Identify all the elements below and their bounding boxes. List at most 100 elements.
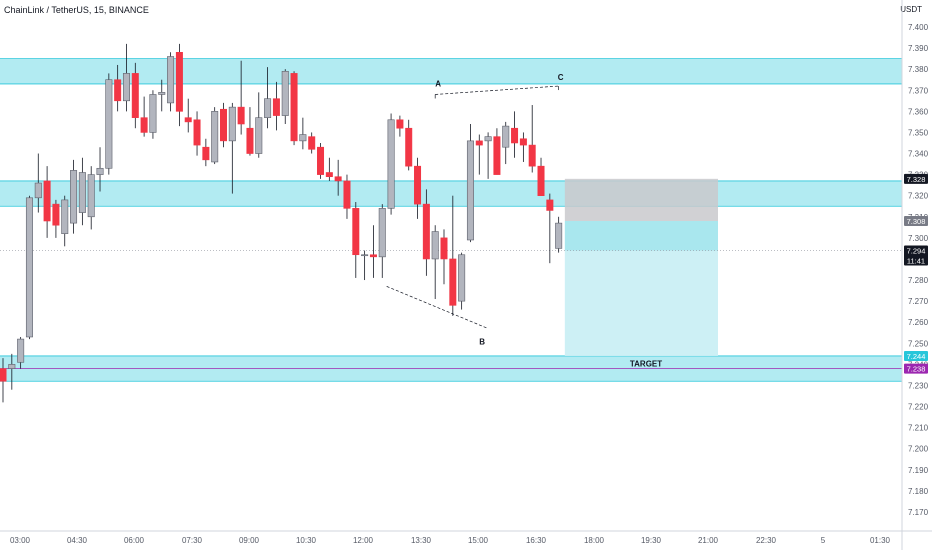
candle: [140, 96, 148, 137]
candle-body: [528, 144, 536, 167]
price-tick-label: 7.380: [908, 65, 929, 74]
candle: [352, 202, 360, 278]
time-tick-label: 04:30: [67, 536, 88, 545]
candle-body: [52, 203, 60, 226]
price-tag-bg: [904, 363, 928, 374]
candle-body: [378, 208, 386, 258]
candle: [96, 147, 104, 192]
candle: [555, 216, 563, 253]
price-unit: USDT: [900, 5, 922, 14]
price-tick-label: 7.250: [908, 339, 929, 348]
candle-body: [78, 172, 86, 213]
price-tick-label: 7.360: [908, 107, 929, 116]
price-tick-label: 7.280: [908, 276, 929, 285]
candle: [8, 353, 16, 390]
candle: [466, 124, 474, 243]
time-tick-label: 10:30: [296, 536, 317, 545]
candle-body: [175, 52, 183, 112]
candle: [281, 69, 289, 124]
candle-body: [167, 56, 175, 104]
pattern-label-b: B: [479, 338, 485, 347]
candle-body: [228, 106, 236, 142]
candle: [299, 117, 307, 150]
candle-body: [519, 138, 527, 146]
candle-body: [325, 172, 333, 178]
candle-body: [387, 119, 395, 209]
candle-body: [131, 73, 139, 118]
price-tick-label: 7.210: [908, 424, 929, 433]
candle-body: [317, 146, 325, 175]
price-tick-label: 7.370: [908, 86, 929, 95]
candle: [537, 157, 545, 196]
time-tick-label: 21:00: [698, 536, 719, 545]
pattern-label-c: C: [558, 73, 564, 82]
candle-body: [220, 108, 228, 142]
price-tick-label: 7.170: [908, 508, 929, 517]
time-tick-label: 19:30: [641, 536, 662, 545]
price-tag-text: 7.238: [907, 365, 926, 374]
candle-body: [299, 134, 307, 142]
candle: [78, 157, 86, 226]
candle: [237, 60, 245, 135]
time-tick-label: 09:00: [239, 536, 260, 545]
candle: [61, 195, 69, 247]
candle-body: [458, 254, 466, 302]
candle-body: [61, 199, 69, 234]
candle-body: [334, 176, 342, 182]
candle: [502, 121, 510, 165]
target-label: TARGET: [630, 360, 662, 369]
candle: [87, 166, 95, 230]
price-tick-label: 7.200: [908, 445, 929, 454]
price-tag-bg: [904, 173, 928, 184]
price-tick-label: 7.270: [908, 297, 929, 306]
candle-body: [193, 119, 201, 146]
candle: [378, 204, 386, 278]
candle: [343, 174, 351, 219]
price-tag: 7.244: [904, 350, 928, 361]
candle: [17, 336, 25, 369]
price-tick-label: 7.190: [908, 466, 929, 475]
candle: [511, 111, 519, 158]
time-tick-label: 12:00: [353, 536, 374, 545]
candle: [317, 142, 325, 179]
candle-body: [202, 146, 210, 161]
candle: [131, 62, 139, 129]
candle-body: [422, 203, 430, 260]
candle-body: [184, 117, 192, 123]
pattern-label-a: A: [435, 79, 441, 88]
candle-body: [34, 182, 42, 199]
candle: [246, 107, 254, 156]
candle: [193, 111, 201, 156]
candle: [167, 52, 175, 112]
candle-body: [105, 79, 113, 169]
candle-body: [546, 199, 554, 211]
price-tag-text: 7.328: [907, 175, 926, 184]
time-tick-label: 18:00: [584, 536, 605, 545]
candle-body: [440, 237, 448, 260]
price-tick-label: 7.220: [908, 403, 929, 412]
candle: [546, 193, 554, 264]
candle-body: [8, 364, 16, 369]
price-tag: 7.238: [904, 363, 928, 374]
candle: [211, 107, 219, 165]
candle: [475, 134, 483, 175]
candle-body: [396, 119, 404, 129]
entry-profit-zone: [564, 221, 718, 251]
horizontal-zone-1: [0, 58, 902, 84]
candle: [449, 195, 457, 316]
candle-body: [70, 170, 78, 224]
candle: [228, 102, 236, 194]
candle-body: [237, 106, 245, 125]
candle: [369, 225, 377, 278]
candle: [52, 199, 60, 238]
candle-body: [43, 180, 51, 222]
candle-body: [361, 254, 369, 257]
candle-body: [308, 136, 316, 150]
candle: [528, 105, 536, 173]
price-tag: 7.308: [904, 216, 928, 226]
pattern-line-ac: [435, 85, 559, 95]
candle: [0, 358, 7, 403]
candle-body: [272, 98, 280, 116]
